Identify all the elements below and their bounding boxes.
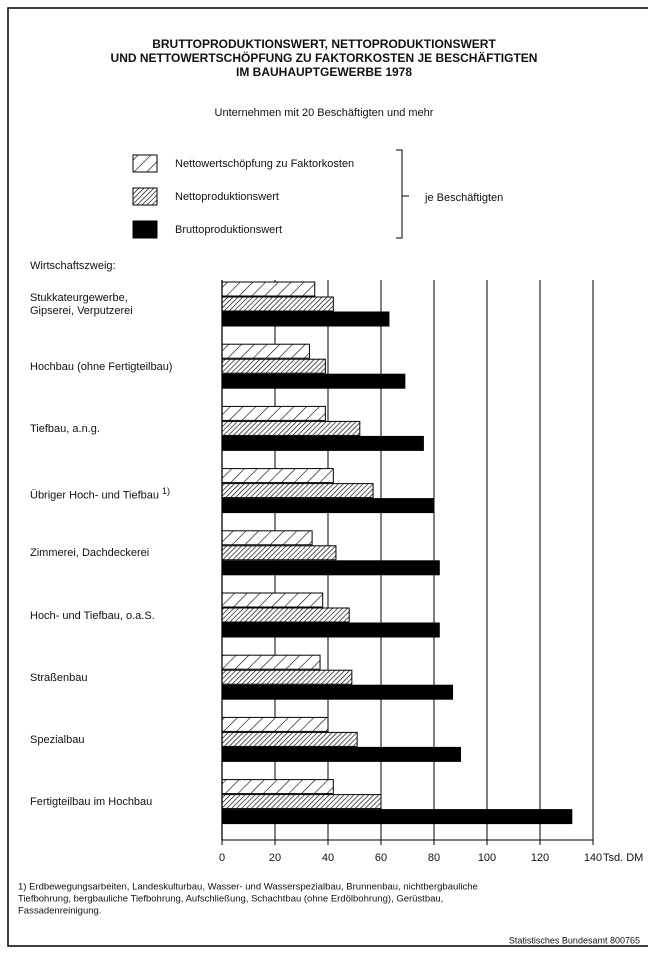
bar bbox=[221, 545, 337, 561]
bar bbox=[221, 731, 358, 747]
bar bbox=[221, 654, 321, 670]
title: UND NETTOWERTSCHÖPFUNG ZU FAKTORKOSTEN J… bbox=[111, 50, 538, 65]
bar bbox=[221, 607, 350, 623]
frame bbox=[7, 7, 648, 947]
bar bbox=[221, 498, 435, 514]
bar bbox=[221, 622, 440, 638]
source: Statistisches Bundesamt 800765 bbox=[509, 935, 640, 945]
bar bbox=[221, 779, 334, 795]
x-tick-label: 120 bbox=[531, 852, 549, 864]
bar bbox=[221, 296, 334, 312]
title: BRUTTOPRODUKTIONSWERT, NETTOPRODUKTIONSW… bbox=[152, 37, 496, 51]
bar bbox=[221, 343, 310, 359]
title: IM BAUHAUPTGEWERBE 1978 bbox=[236, 65, 412, 79]
legend-swatch bbox=[132, 187, 158, 206]
bar bbox=[221, 483, 374, 499]
bar bbox=[221, 358, 326, 374]
bar bbox=[221, 435, 424, 451]
bar bbox=[221, 684, 454, 700]
x-tick-label: 40 bbox=[322, 852, 334, 864]
x-tick-label: 60 bbox=[375, 852, 387, 864]
bar bbox=[221, 716, 329, 732]
bar bbox=[221, 373, 406, 389]
x-axis-label: Tsd. DM bbox=[603, 852, 643, 864]
legend-swatch bbox=[132, 154, 158, 173]
legend-suffix: je Beschäftigten bbox=[424, 192, 503, 204]
category-label: Stukkateurgewerbe, Gipserei, Verputzerei bbox=[30, 292, 133, 317]
bar bbox=[221, 809, 573, 825]
footnote-marker: 1) bbox=[162, 486, 171, 497]
bar bbox=[221, 311, 390, 327]
bar bbox=[221, 281, 316, 297]
x-tick-label: 100 bbox=[478, 852, 496, 864]
bar bbox=[221, 794, 382, 810]
category-label: Tiefbau, a.n.g. bbox=[30, 422, 100, 435]
category-label: Hochbau (ohne Fertigteilbau) bbox=[30, 360, 173, 373]
bar bbox=[221, 468, 334, 484]
category-label: Hoch- und Tiefbau, o.a.S. bbox=[30, 609, 155, 622]
category-label: Straßenbau bbox=[30, 671, 88, 684]
category-label: Übriger Hoch- und Tiefbau 1) bbox=[30, 486, 171, 502]
footnote: Tiefbohrung, bergbauliche Tiefbohrung, A… bbox=[18, 894, 443, 905]
legend-swatch bbox=[132, 220, 158, 239]
footnote: 1) Erdbewegungsarbeiten, Landeskulturbau… bbox=[18, 882, 478, 893]
category-axis-label: Wirtschaftszweig: bbox=[30, 260, 116, 272]
bar bbox=[221, 405, 326, 421]
bar bbox=[221, 592, 324, 608]
x-tick-label: 140 bbox=[584, 852, 602, 864]
x-tick-label: 0 bbox=[219, 852, 225, 864]
category-label: Fertigteilbau im Hochbau bbox=[30, 796, 153, 809]
category-label: Spezialbau bbox=[30, 733, 85, 746]
bar bbox=[221, 530, 313, 546]
legend-label: Nettowertschöpfung zu Faktorkosten bbox=[175, 158, 354, 170]
legend-label: Nettoproduktionswert bbox=[175, 191, 279, 203]
subtitle: Unternehmen mit 20 Beschäftigten und meh… bbox=[215, 107, 434, 119]
legend-brace bbox=[396, 149, 409, 239]
x-tick-label: 20 bbox=[269, 852, 281, 864]
category-label: Zimmerei, Dachdeckerei bbox=[30, 547, 150, 560]
legend-label: Bruttoproduktionswert bbox=[175, 224, 282, 236]
bar bbox=[221, 669, 353, 685]
bar bbox=[221, 746, 461, 762]
bar bbox=[221, 420, 361, 436]
x-tick-label: 80 bbox=[428, 852, 440, 864]
footnote: Fassadenreinigung. bbox=[18, 906, 101, 917]
bar bbox=[221, 560, 440, 576]
